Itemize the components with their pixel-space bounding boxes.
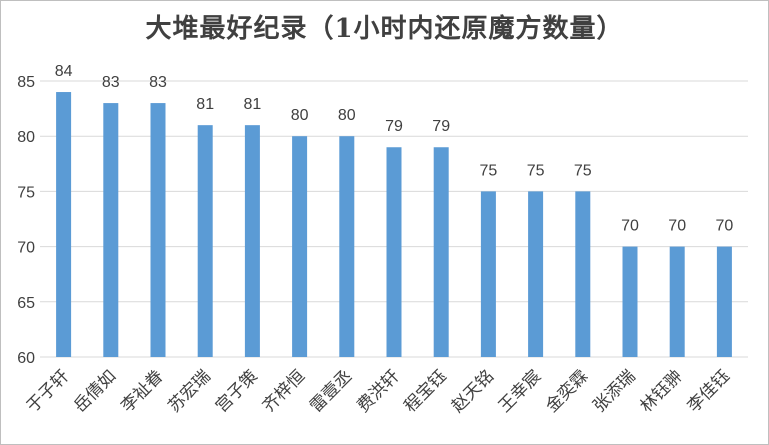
x-category-label: 苏宏瑞	[165, 366, 215, 416]
x-category-label: 金奕霖	[542, 366, 592, 416]
x-category-label: 张添瑞	[589, 366, 639, 416]
data-label: 70	[716, 218, 734, 235]
y-tick-label: 60	[17, 350, 35, 367]
x-category-label: 赵天铭	[448, 366, 498, 416]
bar	[528, 191, 544, 357]
y-tick-label: 65	[17, 295, 35, 312]
bar	[386, 147, 402, 357]
bar	[716, 246, 732, 357]
bar	[103, 103, 119, 357]
x-category-label: 李佳钰	[684, 366, 734, 416]
x-axis-labels: 于子轩岳倩如李祉眷苏宏瑞宫子策齐梓恒雷壹丞费洪轩程宝钰赵天铭王幸宸金奕霖张添瑞林…	[23, 366, 734, 416]
x-category-label: 林钰翀	[637, 366, 687, 416]
data-label: 83	[149, 74, 167, 91]
bar	[197, 125, 213, 357]
y-tick-label: 80	[17, 129, 35, 146]
x-category-label: 齐梓恒	[259, 366, 309, 416]
data-label: 75	[527, 162, 545, 179]
chart-title: 大堆最好纪录（1小时内还原魔方数量）	[145, 14, 624, 44]
x-category-label: 费洪轩	[353, 366, 403, 416]
data-label: 80	[291, 107, 309, 124]
x-category-label: 于子轩	[23, 366, 73, 416]
y-tick-label: 85	[17, 74, 35, 91]
x-category-label: 岳倩如	[70, 366, 120, 416]
bar	[433, 147, 449, 357]
data-label: 75	[574, 162, 592, 179]
data-label: 81	[244, 96, 262, 113]
bar	[292, 136, 308, 357]
data-label: 81	[196, 96, 214, 113]
x-category-label: 李祉眷	[117, 366, 167, 416]
data-label: 83	[102, 74, 120, 91]
data-label: 75	[480, 162, 498, 179]
x-category-label: 程宝钰	[401, 366, 451, 416]
data-label: 70	[668, 218, 686, 235]
bar	[244, 125, 260, 357]
bar	[575, 191, 591, 357]
x-category-label: 宫子策	[212, 366, 262, 416]
data-label: 80	[338, 107, 356, 124]
bar	[56, 92, 72, 357]
x-category-label: 雷壹丞	[306, 366, 356, 416]
data-label: 70	[621, 218, 639, 235]
bar	[669, 246, 685, 357]
y-axis-tick-labels: 60 65 70 75 80 85	[17, 74, 35, 367]
data-label: 84	[55, 63, 73, 80]
data-labels: 84 83 83 81 81 80 80 79 79 75 75 75 70 70 70	[55, 63, 734, 235]
data-label: 79	[385, 118, 403, 135]
bar	[622, 246, 638, 357]
y-tick-label: 75	[17, 184, 35, 201]
bar	[339, 136, 355, 357]
x-category-label: 王幸宸	[495, 366, 545, 416]
bars	[56, 92, 732, 357]
data-label: 79	[432, 118, 450, 135]
y-tick-label: 70	[17, 240, 35, 257]
bar	[480, 191, 496, 357]
bar	[150, 103, 166, 357]
